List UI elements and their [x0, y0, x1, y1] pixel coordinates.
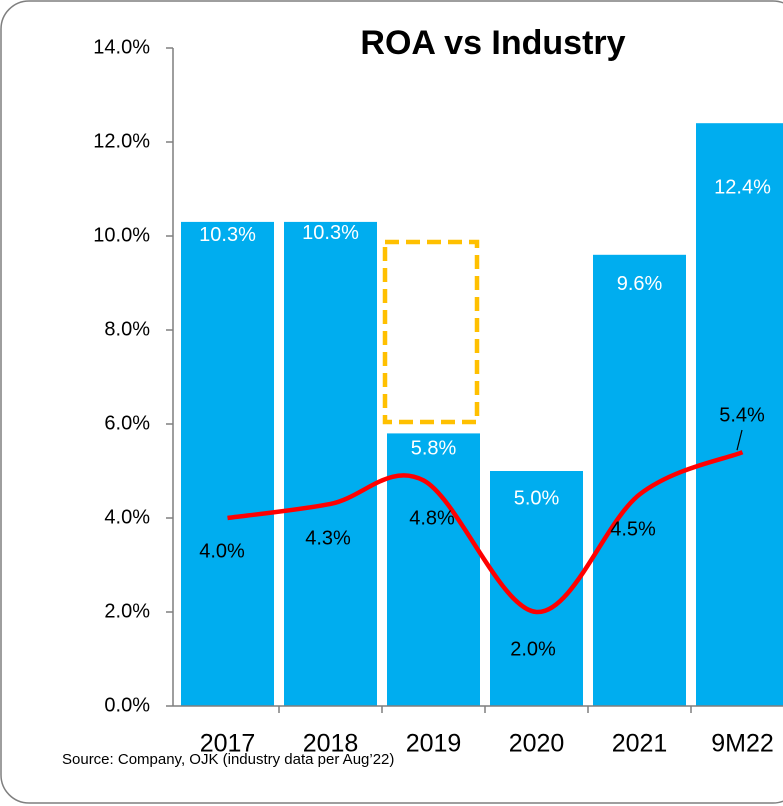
- y-tick-label: 14.0%: [93, 36, 150, 58]
- bar: [593, 254, 686, 707]
- bar-value-label: 10.3%: [199, 224, 256, 246]
- x-tick-label: 2020: [509, 730, 565, 758]
- line-value-label: 2.0%: [510, 638, 556, 660]
- line-value-label: 4.8%: [409, 507, 455, 529]
- line-value-label: 4.0%: [199, 540, 245, 562]
- y-tick-label: 10.0%: [93, 224, 150, 246]
- bar-value-label: 12.4%: [714, 176, 771, 198]
- highlight-box: [382, 239, 480, 425]
- x-tick-label: 2019: [406, 730, 462, 758]
- bar-value-label: 10.3%: [302, 222, 359, 244]
- source-note: Source: Company, OJK (industry data per …: [62, 751, 394, 768]
- x-tick-label: 2017: [200, 730, 256, 758]
- bar: [696, 123, 783, 706]
- y-tick-label: 12.0%: [93, 130, 150, 152]
- line-value-label: 4.3%: [305, 527, 351, 549]
- leader-line: [736, 429, 743, 451]
- line-value-label: 5.4%: [719, 404, 765, 426]
- y-tick-label: 2.0%: [104, 600, 150, 622]
- x-tick-label: 2021: [612, 730, 668, 758]
- y-tick-label: 0.0%: [104, 694, 150, 716]
- bar-value-label: 5.0%: [514, 487, 560, 509]
- line-value-label: 4.5%: [610, 518, 656, 540]
- y-tick-label: 6.0%: [104, 412, 150, 434]
- bar-value-label: 9.6%: [617, 273, 663, 295]
- y-tick-label: 8.0%: [104, 318, 150, 340]
- bar: [181, 221, 274, 706]
- y-tick-label: 4.0%: [104, 506, 150, 528]
- x-tick-label: 2018: [303, 730, 359, 758]
- line: [227, 450, 744, 615]
- bar-value-label: 5.8%: [411, 438, 457, 460]
- bar: [284, 221, 377, 706]
- bar: [387, 433, 480, 706]
- chart-title: ROA vs Industry: [360, 24, 625, 62]
- x-tick-label: 9M22: [711, 730, 774, 758]
